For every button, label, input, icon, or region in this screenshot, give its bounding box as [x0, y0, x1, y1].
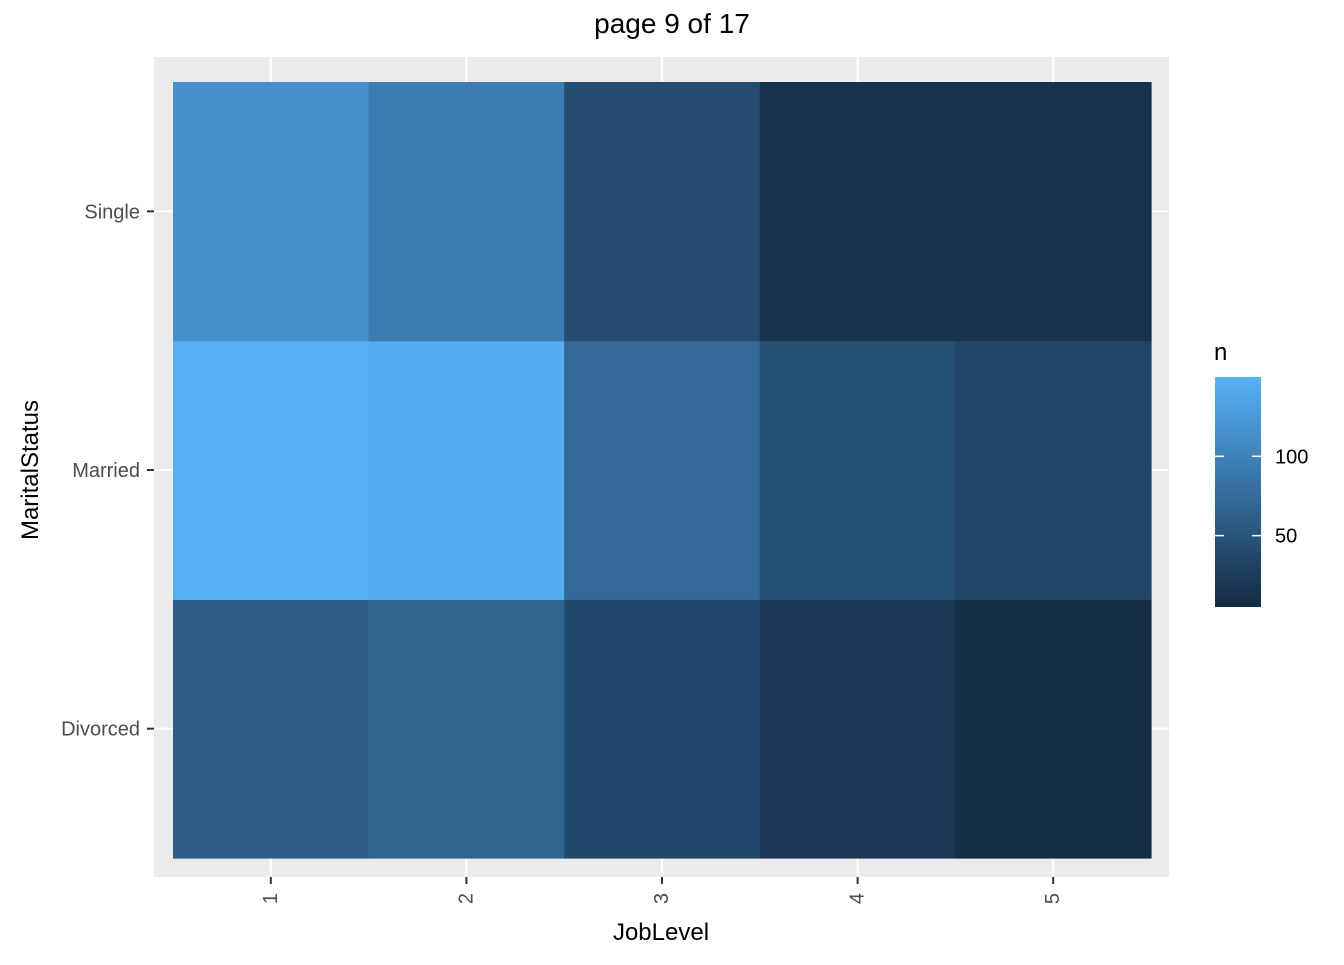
x-axis: 1 2 3 4 5: [260, 877, 1064, 904]
y-tick-label: Single: [84, 201, 140, 223]
heatmap-tile-single-3: [564, 82, 761, 342]
x-tick-label: 5: [1042, 893, 1064, 904]
heatmap-tile-married-5: [955, 340, 1152, 600]
legend-label: 50: [1275, 526, 1297, 548]
heatmap-tile-divorced-5: [955, 599, 1152, 859]
x-tick-label: 1: [260, 893, 282, 904]
y-tick-label: Divorced: [61, 719, 140, 741]
x-tick-label: 3: [651, 893, 673, 904]
heatmap-tile-single-1: [173, 82, 370, 342]
heatmap-tile-married-1: [173, 340, 370, 600]
heatmap-tiles: [173, 82, 1152, 859]
legend-colorbar: [1215, 377, 1261, 607]
y-axis: Divorced Married Single: [61, 201, 154, 741]
x-axis-title: JobLevel: [613, 919, 709, 946]
legend-label: 100: [1275, 446, 1308, 468]
x-tick-label: 2: [455, 893, 477, 904]
x-tick-label: 4: [847, 893, 869, 904]
heatmap-tile-married-3: [564, 340, 761, 600]
y-tick-label: Married: [72, 460, 140, 482]
heatmap-tile-divorced-3: [564, 599, 761, 859]
heatmap-tile-divorced-1: [173, 599, 370, 859]
heatmap-tile-divorced-4: [759, 599, 956, 859]
heatmap-tile-single-2: [368, 82, 565, 342]
color-legend: n 50 100: [1214, 339, 1308, 607]
heatmap-tile-single-5: [955, 82, 1152, 342]
heatmap-tile-married-4: [759, 340, 956, 600]
legend-title: n: [1214, 339, 1227, 366]
heatmap-tile-single-4: [759, 82, 956, 342]
heatmap-tile-divorced-2: [368, 599, 565, 859]
y-axis-title: MaritalStatus: [17, 400, 44, 540]
heatmap-tile-married-2: [368, 340, 565, 600]
plot-title: page 9 of 17: [594, 8, 750, 39]
